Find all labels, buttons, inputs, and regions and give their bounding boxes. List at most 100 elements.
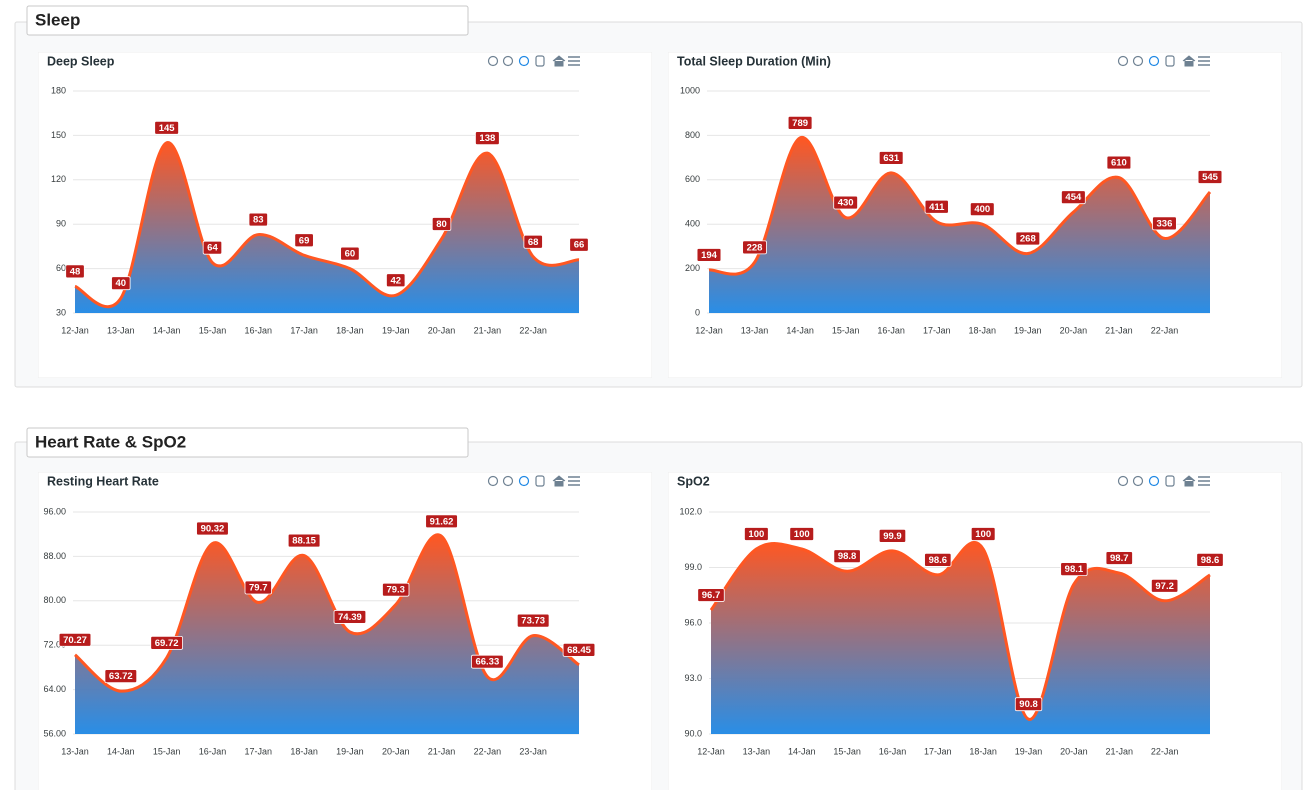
toolbar-button[interactable]: [552, 475, 566, 487]
toolbar-button[interactable]: [535, 55, 545, 67]
data-label-box: [431, 217, 452, 231]
y-tick-label: 200: [685, 263, 700, 273]
data-label-box: [562, 643, 596, 657]
toolbar-button[interactable]: [1165, 55, 1175, 67]
y-tick-label: 93.0: [684, 673, 702, 683]
x-tick-label: 14-Jan: [786, 325, 814, 335]
x-tick-label: 18-Jan: [290, 746, 318, 756]
data-label-box: [154, 120, 179, 135]
x-tick-label: 15-Jan: [199, 325, 227, 335]
data-label: 69: [299, 235, 310, 246]
data-label: 66.33: [475, 657, 499, 668]
data-label: 63.72: [109, 671, 133, 682]
panel: [38, 52, 652, 378]
data-label: 100: [794, 529, 810, 540]
x-tick-label: 16-Jan: [245, 325, 273, 335]
toolbar-button[interactable]: [1198, 476, 1210, 486]
data-label-box: [1105, 551, 1133, 565]
chart-title: Resting Heart Rate: [47, 474, 159, 488]
x-tick-label: 15-Jan: [832, 325, 860, 335]
chart-panel: SpO2 90.0 93.0 96.0 99.0 102.0 12-Jan 13-Jan 14-…: [668, 472, 1282, 790]
y-tick-label: 800: [685, 130, 700, 140]
data-label: 411: [929, 202, 945, 213]
y-tick-label: 96.0: [684, 617, 702, 627]
data-label-box: [1196, 553, 1224, 567]
y-tick-label: 180: [51, 85, 66, 95]
data-label: 88.15: [292, 536, 316, 547]
toolbar-button[interactable]: [502, 55, 514, 67]
data-label: 98.6: [929, 555, 948, 566]
y-tick-label: 30: [56, 307, 66, 317]
data-label: 268: [1020, 234, 1036, 245]
x-tick-label: 13-Jan: [61, 746, 89, 756]
x-tick-label: 22-Jan: [474, 746, 502, 756]
toolbar-button[interactable]: [535, 475, 545, 487]
data-label-box: [58, 632, 92, 647]
data-label: 96.7: [702, 590, 721, 601]
x-tick-label: 14-Jan: [788, 746, 816, 756]
area-line: [708, 136, 1212, 276]
section-header: [26, 5, 469, 36]
toolbar-button[interactable]: [568, 56, 580, 66]
y-tick-label: 102.0: [679, 506, 702, 516]
data-label: 73.73: [521, 616, 545, 627]
x-tick-label: 14-Jan: [107, 746, 135, 756]
toolbar-button[interactable]: [518, 475, 530, 487]
toolbar-button[interactable]: [1117, 475, 1129, 487]
data-label-box: [104, 669, 138, 684]
toolbar-button[interactable]: [1132, 475, 1144, 487]
toolbar-button[interactable]: [1182, 55, 1196, 67]
y-tick-label: 1000: [680, 85, 700, 95]
toolbar-button[interactable]: [1148, 55, 1160, 67]
toolbar-button[interactable]: [568, 476, 580, 486]
toolbar-button[interactable]: [518, 55, 530, 67]
toolbar-button[interactable]: [1148, 475, 1160, 487]
data-label-box: [111, 276, 131, 291]
x-tick-label: 16-Jan: [199, 746, 227, 756]
toolbar-button[interactable]: [1198, 56, 1210, 66]
data-label-box: [742, 240, 767, 255]
data-label-box: [196, 521, 229, 536]
data-label-box: [1014, 697, 1043, 712]
x-tick-label: 16-Jan: [877, 325, 905, 335]
data-label-box: [382, 582, 410, 597]
y-tick-label: 64.00: [43, 684, 66, 694]
x-tick-label: 14-Jan: [153, 325, 181, 335]
x-tick-label: 18-Jan: [969, 325, 997, 335]
toolbar-button[interactable]: [1182, 475, 1196, 487]
x-tick-label: 15-Jan: [833, 746, 861, 756]
chart-title: SpO2: [677, 474, 710, 488]
toolbar-button[interactable]: [1132, 55, 1144, 67]
data-label-box: [697, 588, 725, 602]
x-tick-label: 13-Jan: [741, 325, 769, 335]
y-tick-label: 150: [51, 130, 66, 140]
y-tick-label: 96.00: [43, 506, 66, 516]
toolbar-button[interactable]: [1165, 475, 1175, 487]
toolbar-button[interactable]: [487, 55, 499, 67]
data-label-box: [475, 131, 500, 146]
data-label: 789: [792, 118, 808, 129]
data-label-box: [569, 237, 589, 252]
data-label: 99.9: [883, 531, 902, 542]
chart-panel: Total Sleep Duration (Min) 0 200 400 600 800 1…: [668, 52, 1282, 378]
data-label: 90.32: [201, 524, 225, 535]
data-label: 228: [747, 242, 763, 253]
toolbar-button[interactable]: [552, 55, 566, 67]
data-label: 454: [1065, 192, 1082, 203]
data-label: 97.2: [1155, 581, 1174, 592]
data-label-box: [789, 527, 815, 541]
data-label: 69.72: [155, 638, 179, 649]
data-label: 40: [116, 278, 127, 289]
data-label-box: [294, 233, 314, 248]
data-label-box: [244, 580, 272, 595]
toolbar-button[interactable]: [502, 475, 514, 487]
area-line: [74, 141, 580, 309]
section-header: [26, 427, 469, 458]
data-label-box: [924, 553, 952, 567]
y-tick-label: 56.00: [43, 728, 66, 738]
chart-title: Total Sleep Duration (Min): [677, 54, 831, 68]
data-label: 100: [748, 529, 764, 540]
toolbar-button[interactable]: [1117, 55, 1129, 67]
toolbar-button[interactable]: [487, 475, 499, 487]
